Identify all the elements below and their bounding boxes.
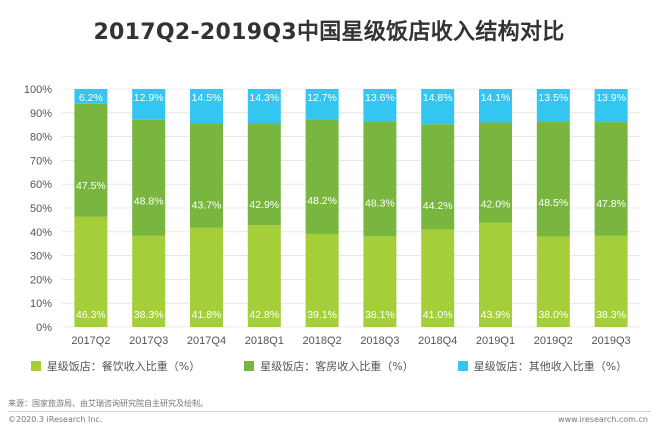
x-tick-label: 2018Q1 <box>245 335 284 347</box>
bar-segment <box>536 236 570 327</box>
bar-segment <box>594 89 628 123</box>
data-label: 41.8% <box>192 309 222 321</box>
bar-segment <box>479 122 512 223</box>
data-label: 14.8% <box>423 92 453 104</box>
bar-segment <box>479 89 512 123</box>
legend-swatch-food <box>30 361 41 371</box>
data-label: 44.2% <box>423 200 453 212</box>
data-label: 13.5% <box>538 92 568 104</box>
footer-divider <box>8 411 650 412</box>
y-tick-label: 10% <box>30 298 52 310</box>
data-label: 46.3% <box>76 309 106 321</box>
x-tick-label: 2019Q3 <box>592 335 631 347</box>
data-label: 6.2% <box>79 92 103 104</box>
x-tick-label: 2018Q4 <box>418 335 457 347</box>
bar-segment <box>247 89 281 124</box>
bar-segment <box>594 122 628 236</box>
y-tick-label: 30% <box>30 251 52 263</box>
x-tick-label: 2018Q3 <box>360 335 399 347</box>
bar-segment <box>536 89 570 122</box>
y-tick-label: 50% <box>30 203 52 215</box>
bar-segment <box>190 89 223 124</box>
data-label: 12.7% <box>307 92 337 104</box>
legend-swatch-room <box>244 361 255 371</box>
bar-segment <box>74 103 108 217</box>
bar-segment <box>594 235 628 327</box>
data-label: 42.0% <box>481 199 511 211</box>
x-tick-label: 2019Q2 <box>534 335 573 347</box>
data-label: 13.9% <box>596 92 626 104</box>
bar-segment <box>74 89 108 104</box>
y-tick-label: 100% <box>24 84 52 96</box>
y-tick-label: 0% <box>36 322 52 334</box>
data-label: 14.1% <box>481 92 511 104</box>
data-label: 48.8% <box>134 196 164 208</box>
chart-title: 2017Q2-2019Q3中国星级饭店收入结构对比 <box>93 20 565 45</box>
bar-segment <box>247 123 281 226</box>
y-tick-label: 80% <box>30 132 52 144</box>
legend-item-room: 星级饭店：客房收入比重（%） <box>244 358 414 374</box>
data-label: 38.3% <box>134 309 164 321</box>
legend-label-other: 星级饭店：其他收入比重（%） <box>473 360 628 373</box>
data-label: 48.3% <box>365 197 395 209</box>
bar-segment <box>363 121 397 237</box>
y-tick-label: 40% <box>30 227 52 239</box>
data-label: 13.6% <box>365 92 395 104</box>
data-label: 47.8% <box>596 198 626 210</box>
bar-segment <box>132 119 166 236</box>
data-label: 47.5% <box>76 180 106 192</box>
legend-label-room: 星级饭店：客房收入比重（%） <box>260 360 414 373</box>
bar-segment <box>74 216 108 327</box>
x-tick-label: 2019Q1 <box>476 335 515 347</box>
bar-segment <box>363 236 397 327</box>
y-tick-label: 20% <box>30 274 52 286</box>
bar-segment <box>421 229 455 327</box>
bar-segment <box>190 123 223 228</box>
legend-item-food: 星级饭店：餐饮收入比重（%） <box>30 358 201 374</box>
data-label: 38.1% <box>365 309 395 321</box>
bar-segment <box>305 119 339 234</box>
data-label: 43.9% <box>481 309 511 321</box>
data-label: 38.0% <box>538 309 568 321</box>
data-label: 43.7% <box>192 200 222 212</box>
data-label: 41.0% <box>423 309 453 321</box>
bar-segment <box>132 235 166 327</box>
x-tick-label: 2017Q4 <box>187 335 226 347</box>
legend-label-food: 星级饭店：餐饮收入比重（%） <box>46 360 201 373</box>
data-label: 42.8% <box>249 309 279 321</box>
bar-segment <box>479 222 512 327</box>
x-tick-label: 2017Q2 <box>71 335 110 347</box>
bar-segment <box>132 89 166 120</box>
bar-segment <box>421 124 455 230</box>
data-label: 14.3% <box>249 92 279 104</box>
y-tick-label: 90% <box>30 108 52 120</box>
chart-legend: 星级饭店：餐饮收入比重（%） 星级饭店：客房收入比重（%） 星级饭店：其他收入比… <box>0 358 658 374</box>
bar-segment <box>305 89 339 120</box>
data-label: 48.5% <box>538 197 568 209</box>
y-tick-label: 70% <box>30 155 52 167</box>
data-label: 38.3% <box>596 309 626 321</box>
bar-segment <box>363 89 397 122</box>
bar-segment <box>421 89 455 125</box>
legend-item-other: 星级饭店：其他收入比重（%） <box>457 358 628 374</box>
bar-segment <box>190 227 223 327</box>
copyright-text: ©2020.3 iResearch Inc. <box>8 415 103 424</box>
x-tick-label: 2017Q3 <box>129 335 168 347</box>
data-label: 39.1% <box>307 309 337 321</box>
bar-segment <box>247 225 281 327</box>
x-tick-label: 2018Q2 <box>303 335 342 347</box>
data-label: 14.5% <box>192 92 222 104</box>
website-text: www.iresearch.com.cn <box>558 415 648 424</box>
data-label: 12.9% <box>134 92 164 104</box>
legend-swatch-other <box>457 361 468 371</box>
data-label: 42.9% <box>249 199 279 211</box>
bar-segment <box>536 121 570 237</box>
y-tick-label: 60% <box>30 179 52 191</box>
data-label: 48.2% <box>307 195 337 207</box>
bar-segment <box>305 233 339 327</box>
source-note: 来源：国家旅游局、由艾瑞咨询研究院自主研究及绘制。 <box>8 399 208 408</box>
